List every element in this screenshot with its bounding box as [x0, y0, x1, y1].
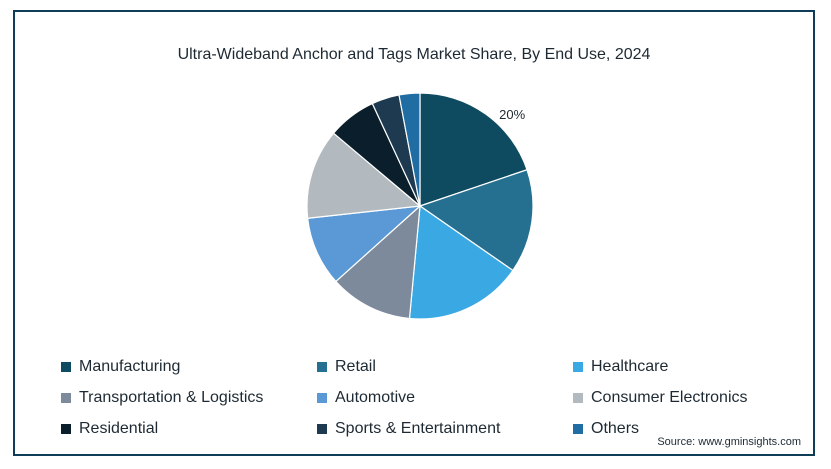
legend-swatch	[317, 392, 327, 403]
legend-label: Sports & Entertainment	[335, 419, 501, 437]
source-note: Source: www.gminsights.com	[657, 436, 801, 448]
legend-item: Others	[573, 413, 791, 444]
legend-item: Manufacturing	[61, 351, 317, 382]
legend-item: Consumer Electronics	[573, 382, 791, 413]
pie-slice-others	[398, 92, 421, 207]
legend-label: Automotive	[335, 388, 416, 406]
pie-slice-manufacturing	[419, 92, 528, 207]
legend-swatch	[61, 392, 71, 403]
legend-swatch	[573, 392, 583, 403]
legend-swatch	[317, 361, 327, 372]
legend-item: Transportation & Logistics	[61, 382, 317, 413]
pie-slice-transportation-logistics	[335, 204, 421, 320]
chart-title: Ultra-Wideband Anchor and Tags Market Sh…	[177, 46, 651, 63]
legend-swatch	[573, 361, 583, 372]
pie-slice-retail	[418, 168, 534, 272]
legend-swatch	[573, 423, 583, 434]
legend-item: Healthcare	[573, 351, 791, 382]
pie-chart: 20%	[306, 92, 534, 320]
legend-swatch	[317, 423, 327, 434]
pie-slice-healthcare	[408, 204, 514, 320]
legend-item: Retail	[317, 351, 573, 382]
data-label: 20%	[499, 107, 525, 122]
legend-swatch	[61, 361, 71, 372]
legend-swatch	[61, 423, 71, 434]
legend-label: Residential	[79, 419, 159, 437]
chart-frame: Ultra-Wideband Anchor and Tags Market Sh…	[13, 10, 815, 456]
legend-label: Transportation & Logistics	[79, 388, 264, 406]
legend-label: Consumer Electronics	[591, 388, 748, 406]
legend-label: Retail	[335, 357, 376, 375]
legend-item: Automotive	[317, 382, 573, 413]
legend-label: Healthcare	[591, 357, 669, 375]
legend-item: Sports & Entertainment	[317, 413, 573, 444]
pie-slice-consumer-electronics	[306, 132, 422, 219]
legend-item: Residential	[61, 413, 317, 444]
chart-legend: Manufacturing Retail Healthcare Transportat…	[61, 351, 791, 444]
legend-label: Manufacturing	[79, 357, 181, 375]
legend-label: Others	[591, 419, 640, 437]
